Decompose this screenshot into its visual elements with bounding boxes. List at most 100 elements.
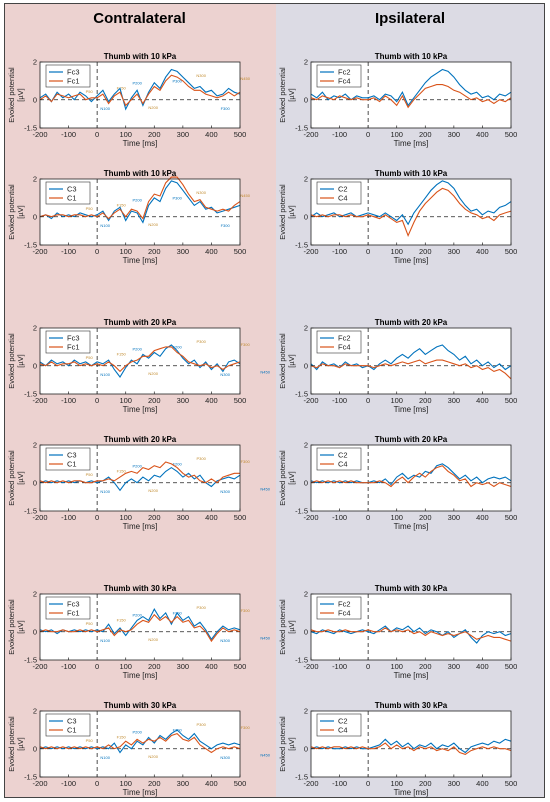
- x-tick-label: 300: [448, 396, 461, 405]
- peak-label: F300: [241, 608, 251, 613]
- x-tick-label: 200: [419, 396, 432, 405]
- peak-label: P300: [196, 605, 206, 610]
- x-tick-label: 400: [205, 396, 218, 405]
- y-tick-label: 2: [33, 707, 37, 716]
- peak-label: N450: [260, 369, 270, 374]
- x-tick-label: 300: [448, 513, 461, 522]
- legend-entry: Fc4: [338, 77, 351, 86]
- legend-entry: C3: [67, 451, 77, 460]
- series-line-c3: [39, 466, 241, 492]
- x-tick-label: 0: [95, 247, 99, 256]
- y-tick-label: 2: [33, 58, 37, 67]
- peak-label: P200: [132, 81, 142, 86]
- legend-entry: Fc3: [67, 600, 80, 609]
- x-tick-label: 200: [148, 779, 161, 788]
- peak-label: N200: [148, 371, 158, 376]
- x-tick-label: 200: [148, 396, 161, 405]
- series-line-c4: [310, 187, 512, 238]
- y-tick-label: -1.5: [24, 656, 37, 665]
- peak-label: P200: [132, 613, 142, 618]
- peak-label: N200: [148, 222, 158, 227]
- x-tick-label: -200: [32, 513, 47, 522]
- y-tick-label: 0: [33, 212, 37, 221]
- x-tick-label: 300: [177, 396, 190, 405]
- x-tick-label: 500: [505, 247, 518, 256]
- chart-11: P50N100F150P200N200F200P300N300F300N450-…: [7, 701, 271, 797]
- x-tick-label: 400: [205, 513, 218, 522]
- x-tick-label: 400: [476, 779, 489, 788]
- y-tick-label: 2: [33, 175, 37, 184]
- y-tick-label: 2: [304, 175, 308, 184]
- y-axis-unit: [µV]: [287, 737, 296, 751]
- plot-frame: [310, 593, 512, 661]
- x-tick-label: -200: [32, 130, 47, 139]
- y-tick-label: 0: [304, 478, 308, 487]
- legend-entry: Fc1: [67, 609, 80, 618]
- peak-label: P300: [172, 79, 182, 84]
- y-axis-unit: [µV]: [287, 205, 296, 219]
- y-tick-label: 2: [304, 324, 308, 333]
- series-line-fc3: [39, 344, 241, 378]
- legend-entry: Fc1: [67, 77, 80, 86]
- x-tick-label: 100: [390, 779, 403, 788]
- chart-title: Thumb with 10 kPa: [375, 169, 448, 178]
- legend-entry: Fc4: [338, 609, 351, 618]
- series-line-c1: [39, 461, 240, 484]
- x-tick-label: 100: [119, 779, 132, 788]
- x-tick-label: -100: [61, 662, 76, 671]
- x-tick-label: -100: [61, 779, 76, 788]
- peak-label: P200: [132, 730, 142, 735]
- y-tick-label: 0: [304, 212, 308, 221]
- y-axis-unit: [µV]: [287, 354, 296, 368]
- series-line-fc1: [39, 346, 241, 373]
- y-tick-label: -1.5: [295, 124, 308, 133]
- x-tick-label: 400: [476, 247, 489, 256]
- chart-title: Thumb with 10 kPa: [104, 52, 177, 61]
- plot-frame: [39, 178, 241, 246]
- plot-frame: [39, 61, 241, 129]
- x-tick-label: -100: [61, 247, 76, 256]
- series-line-fc4: [310, 359, 512, 380]
- x-tick-label: 0: [95, 396, 99, 405]
- x-tick-label: -100: [61, 130, 76, 139]
- ipsilateral-heading: Ipsilateral: [374, 10, 446, 27]
- figure-frame: [4, 3, 545, 798]
- y-axis-label: Evoked potential: [7, 450, 16, 506]
- series-line-c2: [310, 738, 512, 754]
- y-tick-label: -1.5: [24, 124, 37, 133]
- chart-title: Thumb with 10 kPa: [104, 169, 177, 178]
- peak-label: P50: [86, 206, 94, 211]
- x-tick-label: 300: [177, 247, 190, 256]
- y-tick-label: -1.5: [24, 507, 37, 516]
- peak-label: N100: [100, 489, 110, 494]
- x-tick-label: 500: [234, 513, 247, 522]
- x-axis-label: Time [ms]: [123, 405, 158, 414]
- peak-label: F200: [173, 345, 183, 350]
- y-tick-label: 2: [33, 441, 37, 450]
- legend-entry: Fc2: [338, 600, 351, 609]
- chart-1: P50N100F150P200N200P300N300F300N450-200-…: [7, 52, 251, 148]
- legend-entry: Fc4: [338, 343, 351, 352]
- legend-entry: Fc2: [338, 68, 351, 77]
- x-tick-label: 400: [476, 513, 489, 522]
- x-tick-label: 100: [119, 662, 132, 671]
- x-tick-label: -200: [32, 662, 47, 671]
- chart-title: Thumb with 20 kPa: [375, 318, 448, 327]
- y-axis-label: Evoked potential: [7, 599, 16, 655]
- series-line-c3: [39, 729, 241, 754]
- x-axis-label: Time [ms]: [394, 671, 429, 680]
- contralateral-background: [5, 4, 277, 797]
- peak-label: N100: [100, 106, 110, 111]
- y-tick-label: 0: [33, 95, 37, 104]
- x-tick-label: 500: [505, 779, 518, 788]
- y-axis-label: Evoked potential: [278, 67, 287, 123]
- peak-label: N100: [100, 638, 110, 643]
- y-tick-label: 0: [304, 744, 308, 753]
- x-tick-label: 200: [419, 513, 432, 522]
- x-tick-label: 500: [505, 662, 518, 671]
- x-tick-label: 200: [419, 130, 432, 139]
- y-axis-label: Evoked potential: [7, 716, 16, 772]
- y-axis-unit: [µV]: [16, 354, 25, 368]
- peak-label: N300: [220, 372, 230, 377]
